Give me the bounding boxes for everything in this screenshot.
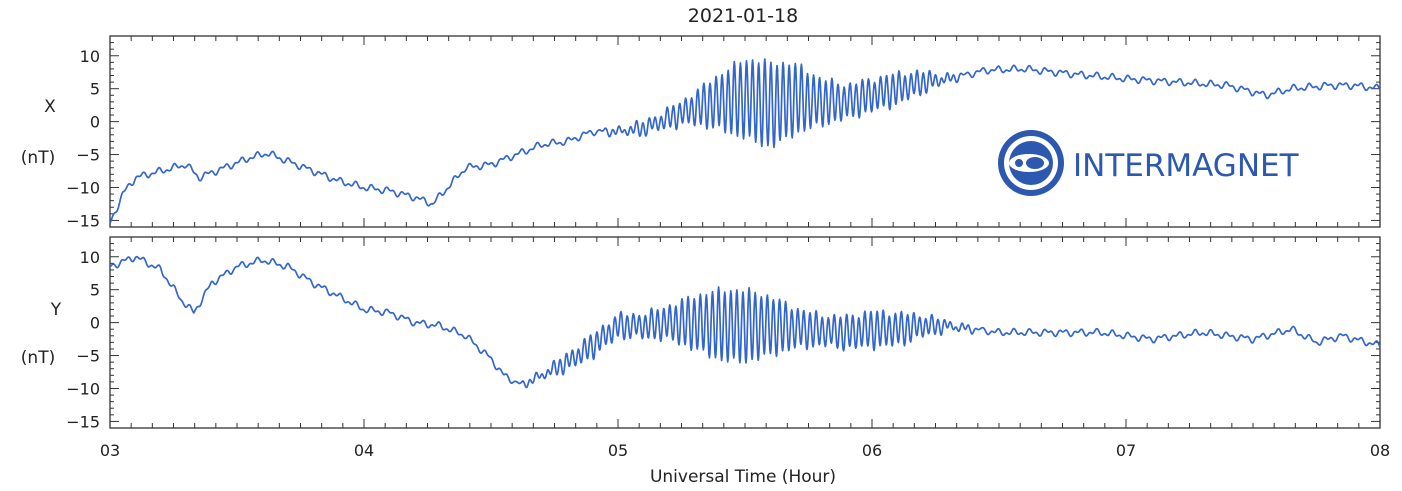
panel-y-ticks (109, 236, 1381, 429)
panel-x-series-line (109, 58, 1381, 224)
panel-x-ticks (109, 35, 1381, 228)
intermagnet-globe-icon (998, 130, 1064, 196)
panel-x-label: X (44, 97, 56, 117)
x-axis-label: Universal Time (Hour) (650, 467, 836, 487)
y-tick-label: 0 (90, 314, 100, 333)
panel-x-y-tick-labels: 10 5 0 −5 −10 −15 (66, 47, 100, 231)
y-tick-label: 5 (90, 80, 100, 99)
panel-y-unit: (nT) (21, 348, 55, 368)
y-tick-label: −15 (66, 412, 100, 431)
x-tick-label: 03 (100, 441, 120, 460)
panel-y-label: Y (50, 300, 62, 320)
y-tick-label: −5 (76, 347, 100, 366)
y-tick-label: 10 (80, 47, 100, 66)
x-tick-label: 07 (1116, 441, 1136, 460)
y-tick-label: −10 (66, 379, 100, 398)
panel-x: 10 5 0 −5 −10 −15 X (nT) (21, 35, 1381, 231)
chart-title: 2021-01-18 (688, 5, 798, 27)
y-tick-label: 5 (90, 281, 100, 300)
y-tick-label: −10 (66, 178, 100, 197)
panel-y-series-line (109, 255, 1381, 389)
panel-y-y-tick-labels: 10 5 0 −5 −10 −15 (66, 248, 100, 432)
panel-x-frame (109, 35, 1381, 228)
y-tick-label: −5 (76, 146, 100, 165)
y-tick-label: −15 (66, 211, 100, 230)
panel-x-unit: (nT) (21, 148, 55, 168)
intermagnet-logo: INTERMAGNET (998, 130, 1300, 196)
intermagnet-logo-text: INTERMAGNET (1073, 148, 1300, 184)
y-tick-label: 10 (80, 248, 100, 267)
x-tick-label: 08 (1370, 441, 1390, 460)
x-axis-tick-labels: 03 04 05 06 07 08 (100, 441, 1390, 460)
x-tick-label: 04 (354, 441, 374, 460)
x-tick-label: 05 (608, 441, 628, 460)
x-tick-label: 06 (862, 441, 882, 460)
y-tick-label: 0 (90, 113, 100, 132)
panel-y: 10 5 0 −5 −10 −15 Y (nT) (21, 236, 1381, 432)
